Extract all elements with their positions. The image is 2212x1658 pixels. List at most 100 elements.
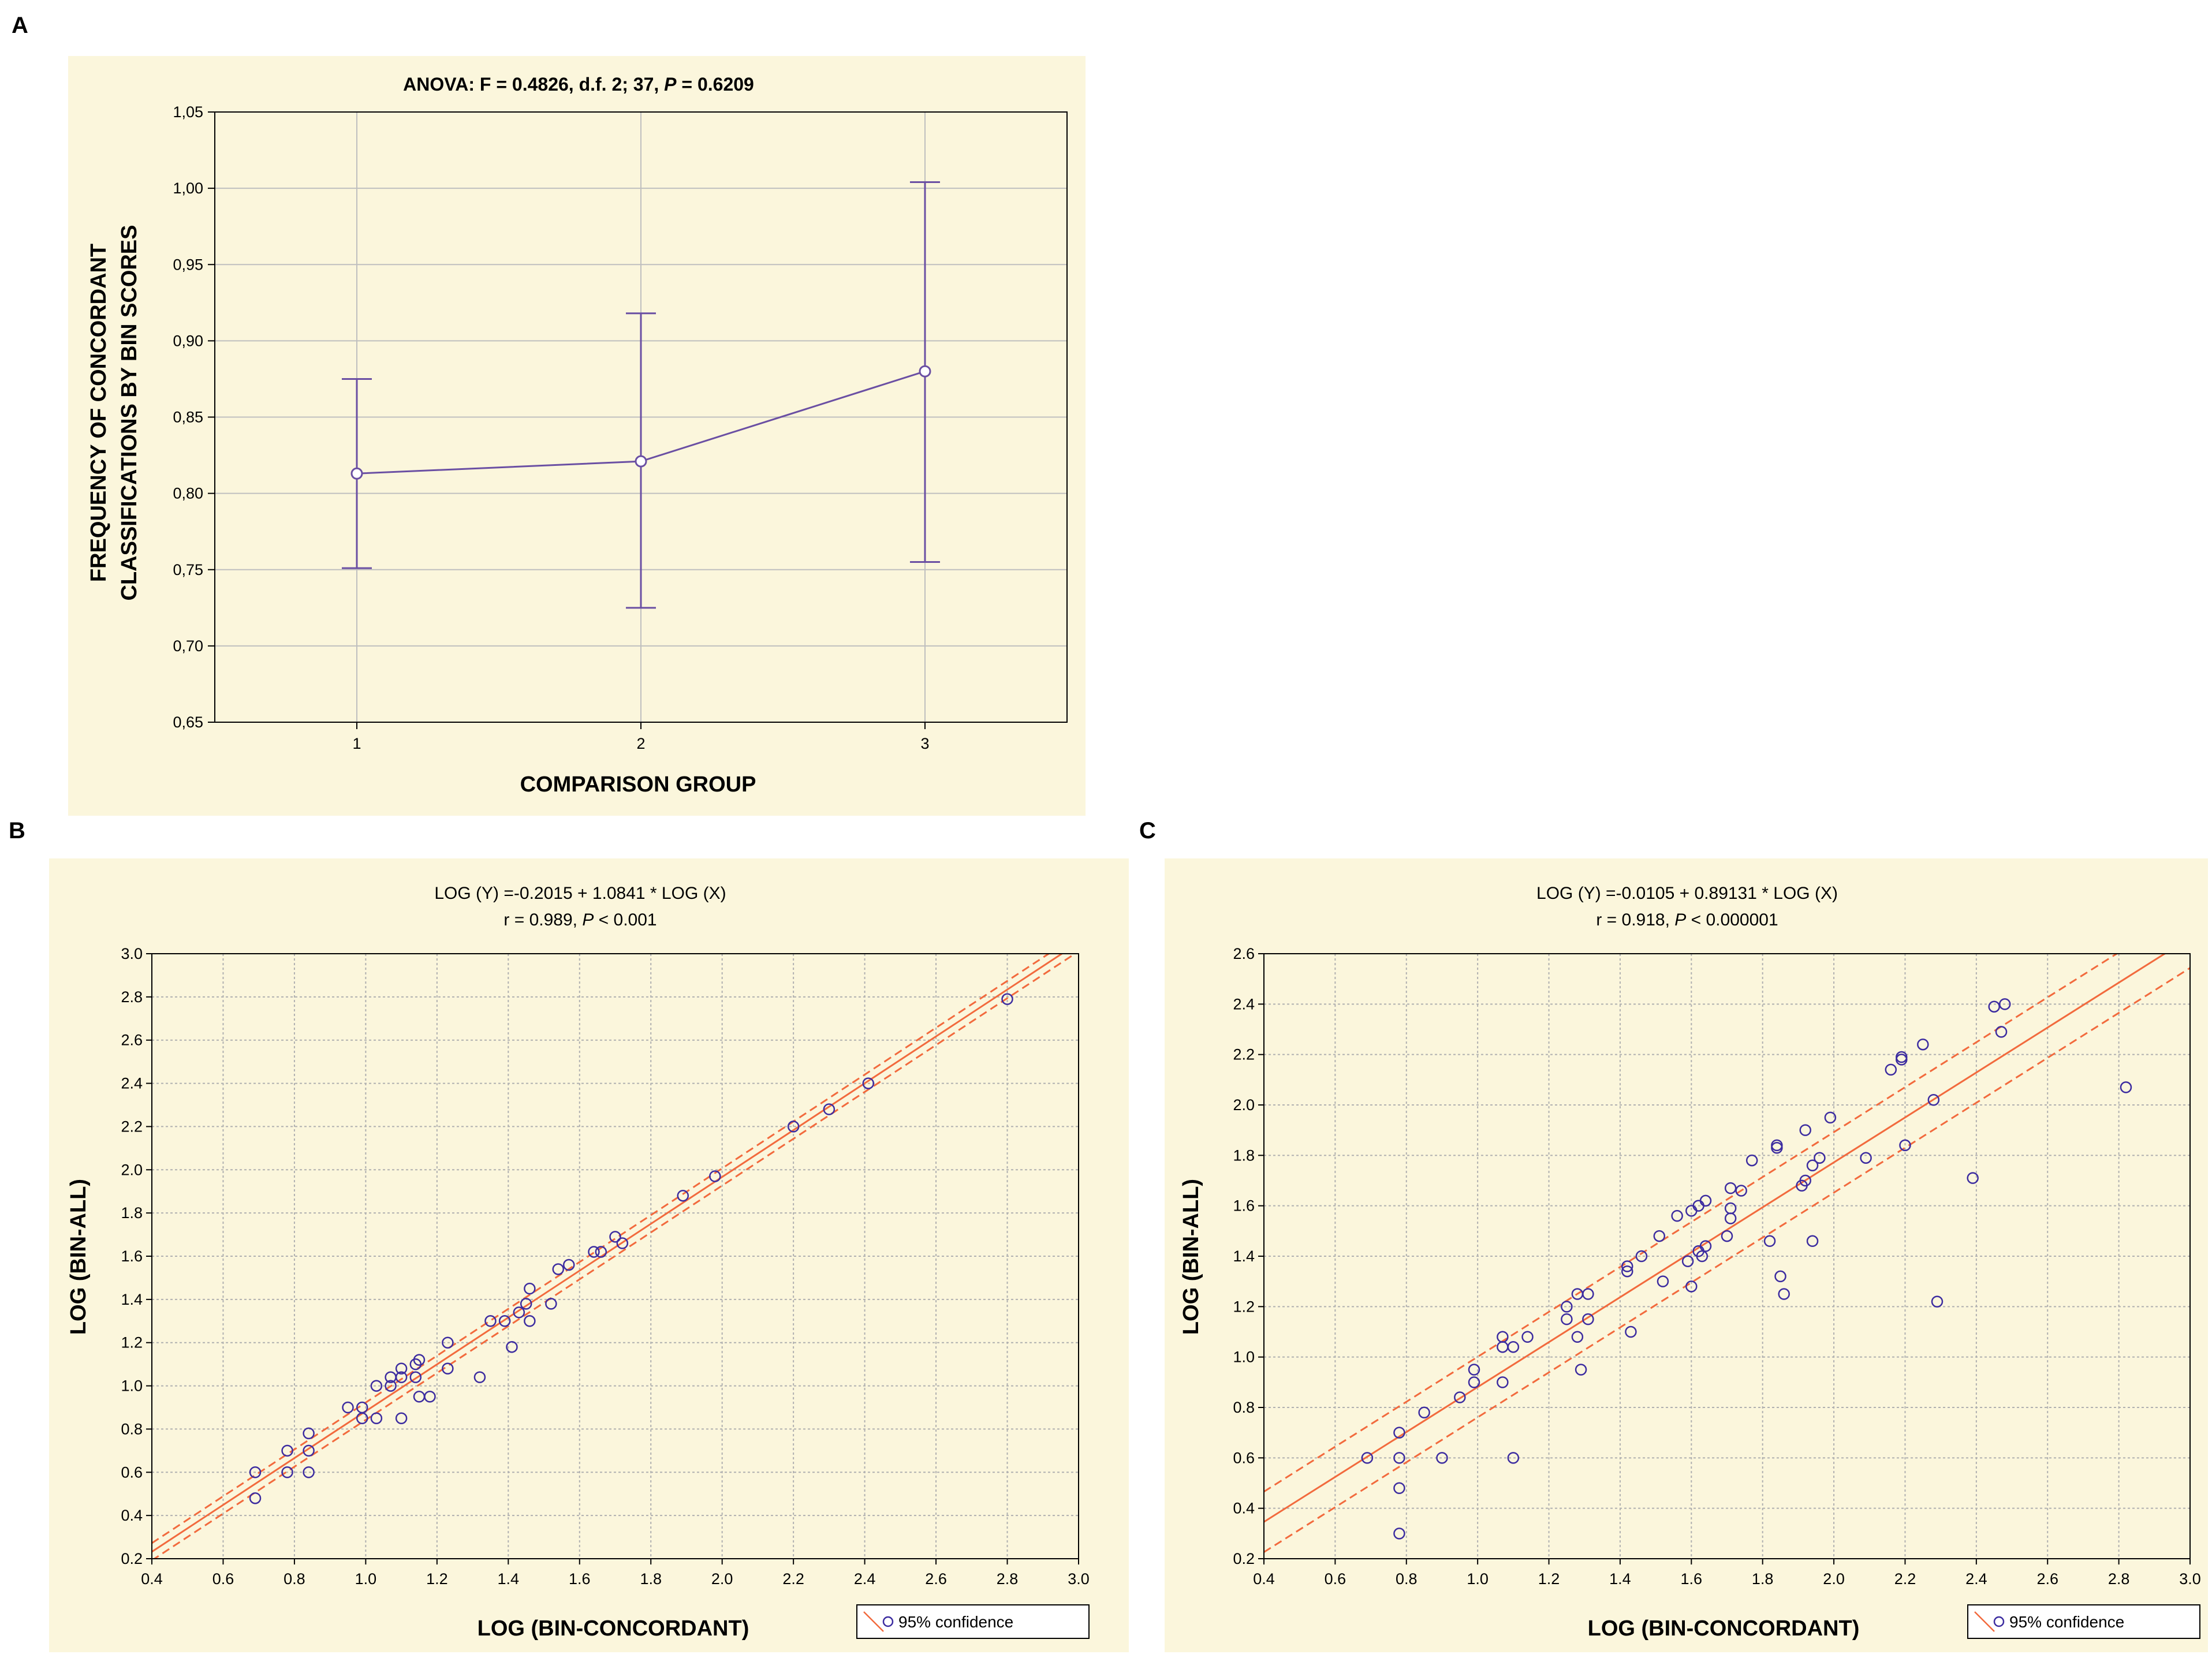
b-data-point	[395, 1371, 408, 1383]
a-xtick-label: 2	[636, 735, 645, 752]
a-ytick-label: 0,80	[173, 485, 203, 502]
b-data-point	[709, 1170, 721, 1182]
c-data-point	[1393, 1482, 1405, 1494]
panel-letter-b: B	[9, 818, 25, 843]
c-data-point	[1778, 1288, 1790, 1300]
c-xtick-label: 2.0	[1823, 1570, 1845, 1588]
c-data-point	[1575, 1364, 1587, 1376]
b-data-point	[281, 1444, 293, 1457]
c-data-point	[1468, 1376, 1480, 1388]
c-data-point	[1771, 1139, 1783, 1152]
c-data-point	[1436, 1452, 1448, 1464]
c-data-point	[1418, 1406, 1430, 1418]
a-mean-point	[919, 365, 931, 378]
c-data-point	[2120, 1081, 2132, 1093]
b-xtick-label: 2.0	[711, 1570, 733, 1588]
panel-c-legend-line-swatch	[1974, 1611, 1995, 1632]
b-xtick-label: 2.6	[925, 1570, 947, 1588]
c-data-point	[1899, 1139, 1911, 1152]
a-ytick-label: 0,75	[173, 561, 203, 578]
c-data-point	[1745, 1154, 1758, 1167]
b-data-point	[609, 1231, 621, 1243]
b-ytick-label: 2.4	[121, 1075, 143, 1092]
c-data-point	[1507, 1340, 1520, 1353]
b-ytick-label: 1.4	[121, 1291, 143, 1308]
c-data-point	[1497, 1376, 1509, 1388]
c-data-point	[1998, 998, 2011, 1010]
c-ytick-label: 0.4	[1233, 1500, 1255, 1517]
c-data-point	[1967, 1172, 1979, 1184]
c-xtick-label: 2.2	[1894, 1570, 1916, 1588]
panel-c-ticks: 0.4 0.6 0.8 1.0 1.2 1.4 1.6 1.8 2.0 2.2 2.4 2.6 2.8 3…	[1233, 945, 2200, 1588]
c-data-point	[1799, 1124, 1811, 1136]
b-data-point	[545, 1298, 557, 1310]
b-ytick-label: 3.0	[121, 945, 143, 962]
c-xtick-label: 1.0	[1467, 1570, 1489, 1588]
c-xtick-label: 0.8	[1396, 1570, 1418, 1588]
c-data-point	[1896, 1051, 1908, 1063]
b-data-point	[249, 1466, 262, 1478]
b-data-point	[1001, 993, 1013, 1005]
b-data-point	[281, 1466, 293, 1478]
b-data-point	[524, 1282, 536, 1295]
panel-c-regression	[1264, 954, 2190, 1553]
b-data-point	[442, 1336, 454, 1349]
c-data-point	[1806, 1235, 1819, 1248]
b-data-point	[513, 1306, 525, 1319]
b-data-point	[616, 1237, 629, 1249]
c-data-point	[1393, 1452, 1405, 1464]
c-data-point	[1699, 1194, 1712, 1207]
b-data-point	[370, 1412, 383, 1424]
panel-a-series	[342, 181, 940, 609]
b-xtick-label: 3.0	[1068, 1570, 1090, 1588]
c-data-point	[1671, 1209, 1683, 1222]
b-data-point	[249, 1492, 262, 1504]
b-data-point	[595, 1246, 607, 1258]
a-ytick-label: 0,65	[173, 714, 203, 731]
b-data-point	[520, 1298, 532, 1310]
panel-b-ticks: 0.4 0.6 0.8 1.0 1.2 1.4 1.6 1.8 2.0 2.2 2.4 2.6 2.8 3…	[121, 945, 1089, 1588]
b-data-point	[787, 1121, 800, 1133]
c-data-point	[1621, 1265, 1633, 1278]
c-data-point	[1806, 1159, 1819, 1172]
panel-c-correlation: r = 0.918, P < 0.000001	[1596, 910, 1778, 929]
c-data-point	[1931, 1295, 1944, 1308]
a-ytick-label: 1,05	[173, 103, 203, 121]
b-ytick-label: 1.2	[121, 1334, 143, 1351]
b-data-point	[395, 1362, 408, 1375]
c-data-point	[1724, 1182, 1737, 1194]
c-data-point	[1582, 1313, 1594, 1325]
b-ytick-label: 1.6	[121, 1248, 143, 1265]
c-xtick-label: 3.0	[2179, 1570, 2201, 1588]
c-ytick-label: 0.8	[1233, 1399, 1255, 1416]
panel-b-regression	[152, 954, 1077, 1559]
c-data-point	[1468, 1364, 1480, 1376]
b-data-point	[413, 1354, 426, 1366]
b-xtick-label: 1.6	[569, 1570, 591, 1588]
c-xtick-label: 2.4	[1965, 1570, 1987, 1588]
b-ytick-label: 1.0	[121, 1377, 143, 1395]
c-data-point	[1721, 1230, 1733, 1242]
c-data-point	[1735, 1185, 1747, 1197]
panel-b-legend-marker-swatch	[882, 1616, 894, 1627]
panel-b-legend-label: 95% confidence	[898, 1613, 1013, 1631]
c-xtick-label: 2.6	[2036, 1570, 2058, 1588]
c-data-point	[1657, 1275, 1669, 1287]
b-data-point	[588, 1246, 600, 1258]
b-ytick-label: 0.6	[121, 1463, 143, 1481]
panel-a-x-axis-label: COMPARISON GROUP	[520, 772, 756, 797]
c-data-point	[1917, 1038, 1929, 1051]
panel-b-equation: LOG (Y) =-0.2015 + 1.0841 * LOG (X)	[434, 884, 726, 903]
b-data-point	[385, 1380, 397, 1392]
c-data-point	[1571, 1331, 1584, 1343]
panel-b-correlation: r = 0.989, P < 0.001	[503, 910, 656, 929]
panel-a-background	[68, 56, 1086, 816]
panel-a-ticks: 0,65 0,70 0,75 0,80 0,85 0,90 0,95 1,00 1,05 1 2 3	[173, 103, 929, 752]
panel-c-grid	[1263, 953, 2191, 1559]
c-data-point	[1885, 1063, 1897, 1076]
c-ytick-label: 2.4	[1233, 995, 1255, 1013]
c-data-point	[1696, 1250, 1709, 1263]
panel-c-legend-box	[1967, 1604, 2200, 1639]
b-data-point	[552, 1263, 564, 1275]
